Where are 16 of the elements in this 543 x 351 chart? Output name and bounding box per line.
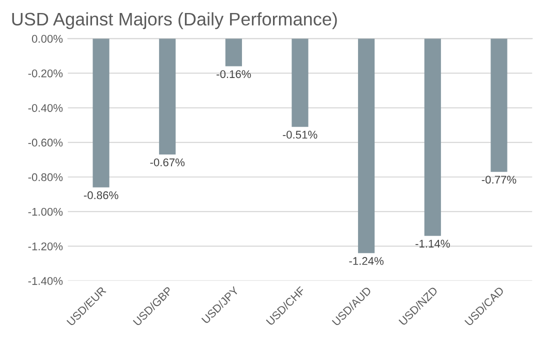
chart-title: USD Against Majors (Daily Performance) [12, 12, 337, 30]
y-tick-label: -0.80% [28, 173, 63, 182]
data-label: -0.86% [84, 191, 118, 200]
y-tick-label: -0.20% [28, 69, 63, 78]
data-label: -0.77% [482, 176, 516, 184]
y-tick-label: 0.00% [32, 34, 63, 43]
data-label: -1.14% [416, 240, 450, 248]
y-tick-label: -1.20% [28, 242, 63, 250]
data-label: -0.51% [282, 130, 318, 139]
y-tick-label: -0.40% [28, 104, 63, 112]
data-label: -1.24% [349, 257, 384, 265]
data-label: -0.67% [150, 158, 185, 166]
y-tick-label: -0.60% [28, 138, 63, 147]
data-label: -0.16% [216, 70, 251, 78]
y-tick-label: -1.00% [28, 208, 63, 216]
y-tick-label: -1.40% [28, 277, 63, 285]
